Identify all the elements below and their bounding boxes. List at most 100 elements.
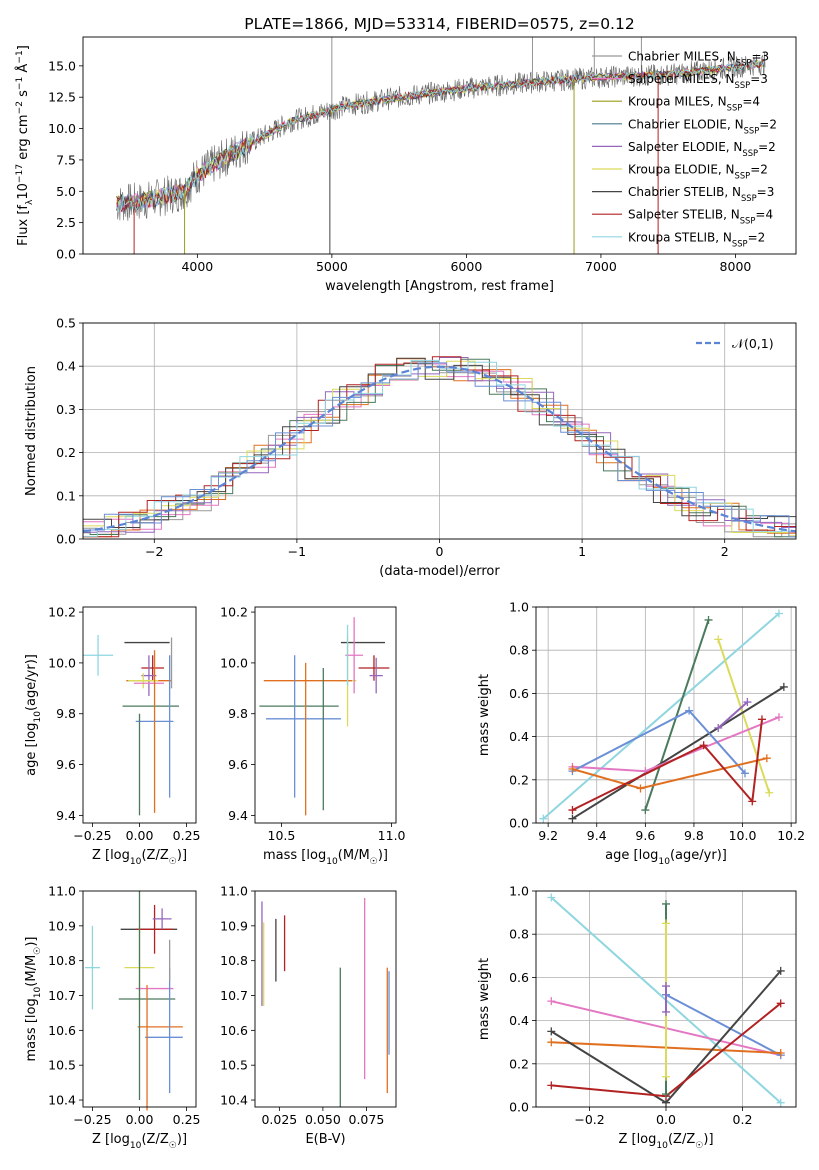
x-tick-label: 0.25 (173, 828, 201, 843)
histogram-step (83, 356, 796, 538)
y-tick-label: 5.0 (56, 184, 76, 199)
x-tick-label: −0.2 (574, 1112, 604, 1127)
weight-point (740, 769, 749, 778)
y-tick-label: 0.4 (509, 729, 529, 744)
histogram-step (83, 360, 796, 537)
weight-line (571, 686, 785, 820)
x-axis-label: mass [log10(M/M☉)] (263, 848, 388, 867)
x-axis-label: (data-model)/error (379, 564, 500, 579)
weight-point (547, 893, 556, 902)
y-tick-label: 10.9 (48, 918, 76, 933)
y-tick-label: 0.4 (56, 359, 76, 374)
x-tick-label: 2 (721, 544, 729, 559)
x-tick-label: 0.0 (656, 1112, 676, 1127)
y-tick-label: 15.0 (48, 58, 76, 73)
weight-point (547, 1038, 556, 1047)
y-tick-label: 10.0 (48, 655, 76, 670)
y-axis-label: mass weight (477, 958, 492, 1040)
legend-label: Chabrier MILES, NSSP=3 (628, 50, 769, 68)
weight-line (571, 719, 763, 811)
x-tick-label: −0.25 (73, 1112, 111, 1127)
weight-point (704, 615, 713, 624)
y-tick-label: 10.0 (48, 121, 76, 136)
x-axis-label: Z [log10(Z/Z☉)] (92, 1132, 187, 1151)
weight-point (568, 765, 577, 773)
weight-line (665, 993, 782, 1057)
y-axis-label: mass weight (477, 674, 492, 756)
weight-point (662, 919, 670, 928)
weight-point (714, 723, 723, 732)
axes-frame-0 (82, 36, 797, 255)
weight-point (547, 1081, 556, 1090)
x-tick-label: 5000 (316, 259, 348, 274)
x-tick-label: 0.00 (126, 828, 154, 843)
y-tick-label: 9.8 (56, 706, 76, 721)
y-tick-label: 0.5 (56, 316, 76, 331)
weight-point (774, 713, 783, 722)
x-tick-label: 10.2 (777, 828, 805, 843)
y-tick-label: 1.0 (509, 600, 529, 615)
x-tick-label: 9.8 (684, 828, 704, 843)
axes-0 (79, 65, 736, 258)
legend-label: Kroupa MILES, NSSP=4 (628, 95, 760, 113)
y-tick-label: 1.0 (509, 884, 529, 899)
weight-point (539, 814, 548, 823)
chart-title: PLATE=1866, MJD=53314, FIBERID=0575, z=0… (244, 15, 634, 33)
y-tick-label: 0.6 (509, 970, 529, 985)
y-tick-label: 0.0 (56, 532, 76, 547)
x-tick-label: 9.4 (587, 828, 607, 843)
y-axis-label: Flux [fλ10−17 erg cm−2 s−1 Å−1] (15, 45, 35, 246)
y-tick-label: 7.5 (56, 152, 76, 167)
weight-point (662, 899, 670, 908)
weight-point (662, 1072, 670, 1081)
y-tick-label: 10.7 (220, 988, 248, 1003)
axes-frame-7 (535, 890, 797, 1108)
weight-point (714, 635, 723, 644)
legend-label: Kroupa STELIB, NSSP=2 (628, 230, 765, 248)
normal-curve (82, 365, 797, 533)
x-axis-label: age [log10(age/yr)] (605, 848, 727, 867)
legend-label: Salpeter STELIB, NSSP=4 (628, 208, 773, 226)
x-axis-label: wavelength [Angstrom, rest frame] (325, 279, 554, 294)
x-tick-label: 7000 (585, 259, 617, 274)
weight-point (685, 706, 694, 715)
axes-3 (251, 611, 392, 827)
y-axis-label: age [log10(age/yr)] (24, 654, 43, 776)
spectrum-model-line (116, 60, 765, 213)
weight-point (662, 1090, 670, 1099)
y-tick-label: 10.5 (220, 1058, 248, 1073)
y-tick-label: 0.4 (509, 1013, 529, 1028)
y-tick-label: 0.1 (56, 488, 76, 503)
legend-label: 𝒩(0,1) (732, 336, 774, 351)
y-tick-label: 10.7 (48, 988, 76, 1003)
y-tick-label: 10.6 (48, 1023, 76, 1038)
weight-point (757, 715, 766, 724)
y-tick-label: 0.2 (509, 772, 529, 787)
x-tick-label: 0.050 (305, 1112, 341, 1127)
y-tick-label: 9.4 (56, 808, 76, 823)
weight-point (776, 999, 785, 1008)
weight-point (641, 806, 650, 815)
legend-label: Chabrier ELODIE, NSSP=2 (628, 117, 777, 135)
y-tick-label: 9.4 (228, 808, 248, 823)
weight-point (547, 1027, 556, 1036)
y-tick-label: 10.8 (220, 953, 248, 968)
weight-point (765, 788, 774, 797)
y-tick-label: 0.8 (509, 927, 529, 942)
y-tick-label: 0.0 (56, 247, 76, 262)
histogram-step (83, 358, 796, 538)
legend-label: Chabrier STELIB, NSSP=3 (628, 185, 774, 203)
x-tick-label: −0.25 (73, 828, 111, 843)
legend-label: Kroupa ELODIE, NSSP=2 (628, 163, 768, 181)
weight-line (542, 612, 780, 820)
y-tick-label: 11.0 (48, 884, 76, 899)
weight-point (636, 784, 645, 793)
weight-point (776, 1098, 785, 1107)
weight-point (568, 814, 577, 823)
axes-frame-1 (82, 322, 797, 540)
x-tick-label: −2 (145, 544, 163, 559)
x-tick-label: 0.075 (349, 1112, 385, 1127)
x-axis-label: E(B-V) (305, 1132, 345, 1147)
histogram-step (83, 362, 796, 538)
